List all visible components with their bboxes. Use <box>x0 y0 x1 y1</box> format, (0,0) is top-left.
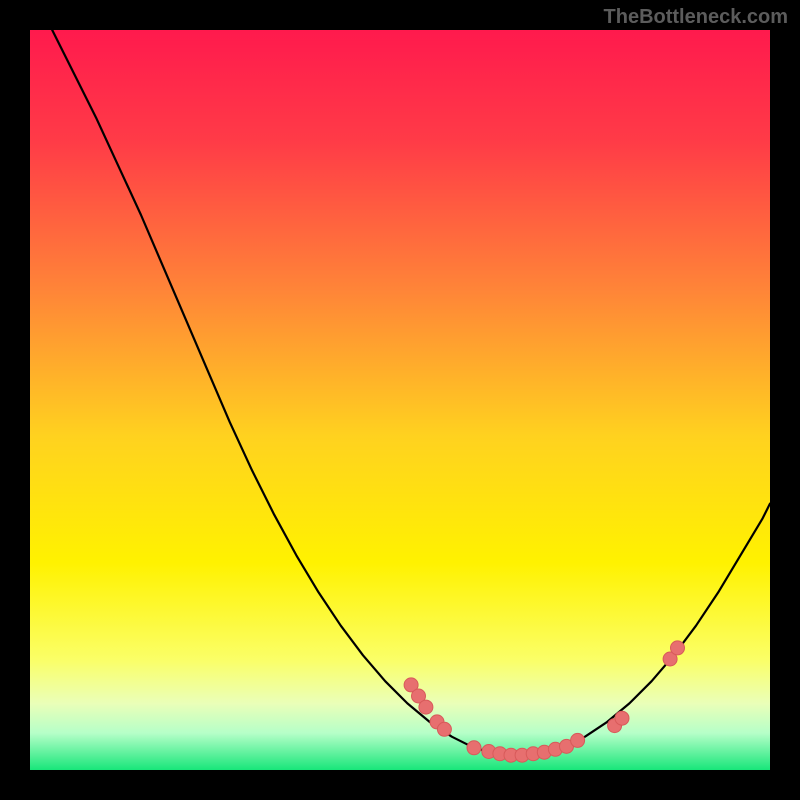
chart-container: TheBottleneck.com <box>0 0 800 800</box>
data-marker <box>671 641 685 655</box>
bottleneck-curve <box>52 30 770 755</box>
data-marker <box>467 741 481 755</box>
chart-svg <box>30 30 770 770</box>
watermark-text: TheBottleneck.com <box>604 6 788 29</box>
data-marker <box>437 722 451 736</box>
data-marker <box>615 711 629 725</box>
marker-group <box>404 641 684 762</box>
plot-area <box>30 30 770 770</box>
data-marker <box>571 733 585 747</box>
data-marker <box>419 700 433 714</box>
